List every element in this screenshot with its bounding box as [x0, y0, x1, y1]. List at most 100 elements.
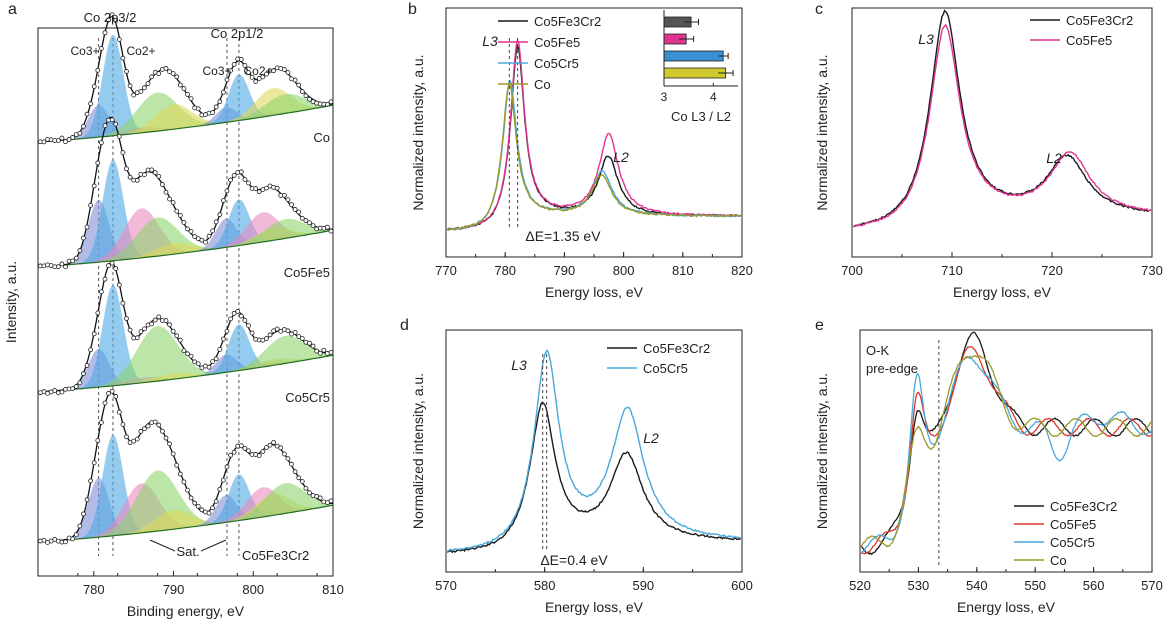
panel-label-e: e — [815, 317, 824, 334]
xps-data-point — [152, 317, 158, 323]
xps-data-point — [63, 539, 68, 545]
xps-data-point — [63, 264, 68, 270]
xps-data-point — [281, 193, 287, 198]
xps-component-sat-green-2 — [205, 218, 333, 251]
xps-data-point — [156, 71, 162, 76]
xps-data-point — [238, 443, 244, 449]
xps-data-point — [138, 428, 144, 434]
xps-data-point — [199, 237, 205, 243]
legend-label-Co5Fe3Cr2: Co5Fe3Cr2 — [534, 14, 601, 29]
xps-data-point — [127, 174, 133, 180]
panel-b: 770 780 790 800 810 820 Energy loss, eV Normali… — [410, 7, 753, 300]
xps-data-point — [113, 394, 119, 399]
x-tick-label-780: 780 — [83, 582, 105, 597]
x-tick-label-720: 720 — [1041, 263, 1063, 278]
xps-data-point — [299, 479, 305, 484]
xps-data-point — [174, 333, 180, 339]
xps-data-point — [55, 138, 61, 143]
xps-data-point — [256, 189, 262, 195]
xps-data-point — [317, 495, 323, 501]
xps-component-sat-yellow-1 — [100, 509, 246, 537]
xps-background-Co5Fe3Cr2 — [37, 504, 334, 543]
xps-data-point — [177, 337, 183, 343]
xps-data-point — [274, 185, 280, 191]
xps-data-point — [84, 497, 90, 503]
xps-data-point — [156, 174, 162, 179]
xps-data-point — [210, 505, 216, 511]
xps-data-point — [292, 469, 298, 475]
xps-data-point — [192, 234, 198, 239]
xps-data-point — [278, 445, 284, 451]
x-tick-label-550: 550 — [1024, 578, 1046, 593]
xps-data-point — [174, 462, 180, 468]
y-axis-label: Normalized intensity, a.u. — [814, 54, 830, 210]
xps-data-point — [149, 74, 155, 80]
xps-data-point — [192, 359, 198, 365]
xps-data-point — [106, 17, 111, 23]
xps-data-point — [206, 364, 212, 370]
annot-l2: L2 — [643, 430, 659, 446]
xps-data-point — [242, 445, 248, 451]
xps-data-point — [242, 317, 248, 323]
xps-data-point — [113, 266, 119, 271]
xps-data-point — [124, 434, 129, 440]
xps-data-point — [210, 228, 216, 234]
annot-delta-e: ΔE=0.4 eV — [540, 552, 608, 568]
xps-data-point — [170, 451, 176, 457]
xps-data-point — [41, 537, 47, 543]
panel-e: 520 530 540 550 560 570 Energy loss, eV Normali… — [814, 329, 1163, 615]
xps-data-point — [113, 18, 119, 23]
xps-data-point — [238, 169, 244, 175]
xps-data-point — [109, 388, 115, 394]
xps-data-point — [41, 139, 47, 145]
xps-data-point — [321, 347, 327, 353]
xps-data-point — [246, 323, 251, 329]
xps-data-point — [120, 422, 126, 427]
xps-data-point — [224, 328, 230, 334]
xps-data-point — [98, 140, 104, 146]
xps-component-sat-green-1 — [74, 217, 241, 265]
xps-data-point — [317, 350, 323, 356]
xps-data-point — [59, 389, 65, 395]
series-line-Co5Fe3Cr2 — [853, 9, 1151, 228]
xps-data-point — [220, 477, 226, 483]
inset-bar-Co5Cr5 — [663, 50, 724, 62]
xps-data-point — [299, 89, 305, 94]
xps-data-point — [296, 82, 302, 88]
series-line-Co5Fe3Cr2 — [446, 401, 742, 554]
xps-data-point — [95, 160, 101, 166]
xps-data-point — [256, 453, 262, 458]
sat-pointer-right — [200, 539, 227, 552]
x-axis-label: Energy loss, eV — [953, 284, 1052, 300]
series-line-Co5Fe5 — [861, 346, 1152, 555]
inset-bar-Co — [663, 67, 727, 79]
xps-component-sat-yellow-1 — [100, 104, 246, 137]
xps-data-point — [102, 30, 108, 36]
xps-data-point — [206, 510, 212, 516]
annot-l2: L2 — [1046, 150, 1062, 166]
xps-data-point — [253, 79, 259, 84]
xps-data-point — [231, 172, 237, 178]
xps-data-point — [303, 218, 309, 223]
xps-data-point — [328, 350, 334, 355]
legend-label-Co5Fe3Cr2: Co5Fe3Cr2 — [1050, 499, 1117, 514]
xps-sample-label-Co5Fe5: Co5Fe5 — [284, 265, 330, 280]
xps-data-point — [281, 451, 287, 457]
xps-data-point — [116, 282, 122, 288]
xps-data-point — [188, 229, 194, 234]
xps-component-sat-green-2 — [205, 335, 333, 376]
xps-data-point — [98, 289, 104, 295]
xps-data-point — [177, 82, 183, 88]
xps-data-point — [138, 89, 144, 94]
xps-background-Co — [37, 104, 334, 143]
xps-data-point — [88, 478, 94, 484]
xps-component-co2-2p32 — [71, 434, 154, 540]
xps-data-point — [142, 172, 147, 178]
xps-data-point — [116, 409, 122, 415]
xps-background-Co5Fe5 — [37, 229, 334, 268]
xps-data-point — [145, 423, 151, 429]
x-tick-label-790: 790 — [163, 582, 185, 597]
xps-data-point — [217, 212, 223, 218]
xps-data-point — [188, 495, 194, 501]
xps-data-point — [264, 185, 269, 191]
